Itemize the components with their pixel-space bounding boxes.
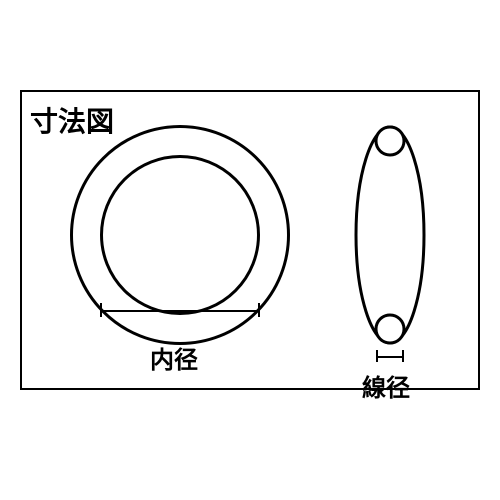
wire-diameter-line: [376, 356, 404, 358]
wire-diameter-tick-left: [376, 350, 378, 362]
side-view-svg: [340, 105, 440, 365]
inner-diameter-line: [100, 310, 260, 312]
side-view-bottom-cross-section: [376, 315, 404, 343]
side-view-top-cross-section: [376, 127, 404, 155]
inner-diameter-tick-right: [258, 303, 260, 317]
diagram-title: 寸法図: [30, 100, 114, 140]
inner-diameter-tick-left: [100, 303, 102, 317]
wire-diameter-tick-right: [402, 350, 404, 362]
side-view-outer-ellipse: [356, 127, 424, 343]
diagram-container: 寸法図 内径 線径: [10, 80, 490, 420]
wire-diameter-label: 線径: [362, 368, 410, 403]
inner-diameter-label: 内径: [150, 340, 198, 375]
front-view-inner-ring: [100, 155, 260, 315]
